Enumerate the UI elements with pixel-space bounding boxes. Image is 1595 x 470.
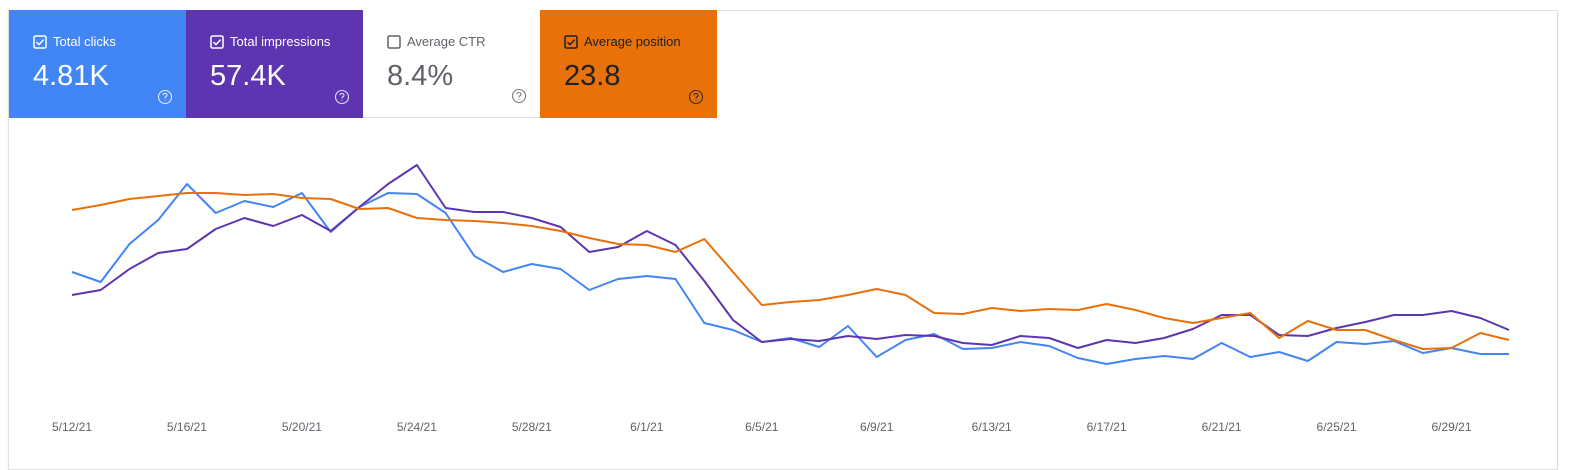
x-tick-label: 5/12/21 (52, 420, 92, 434)
help-icon (157, 89, 173, 105)
x-tick-label: 6/5/21 (745, 420, 779, 434)
help-mark (162, 92, 168, 101)
series-line (71, 164, 1510, 349)
help-circle (511, 88, 527, 104)
metric-card[interactable]: Average position 23.8 (540, 10, 717, 118)
checkbox-box (387, 35, 401, 49)
metric-value: 57.4K (210, 60, 286, 92)
help-mark (339, 92, 345, 101)
metric-value: 23.8 (564, 60, 621, 92)
checkbox (33, 35, 47, 49)
x-tick-label: 6/29/21 (1431, 420, 1471, 434)
series-line (71, 183, 1509, 365)
checkmark (35, 39, 45, 46)
x-tick-label: 6/9/21 (860, 420, 894, 434)
checkmark (566, 39, 576, 46)
metric-label: Average CTR (407, 34, 486, 49)
metric-label: Total impressions (230, 34, 331, 49)
help-icon (688, 89, 704, 105)
x-tick-label: 5/16/21 (167, 420, 207, 434)
metric-value: 4.81K (33, 60, 109, 92)
x-tick-label: 6/13/21 (972, 420, 1012, 434)
series-line (71, 192, 1510, 350)
metric-label: Average position (584, 34, 681, 49)
x-tick-label: 6/25/21 (1317, 420, 1357, 434)
metric-label: Total clicks (53, 34, 116, 49)
checkbox-box (210, 35, 224, 49)
help-icon (334, 89, 350, 105)
checkbox-box (33, 35, 47, 49)
help-circle (334, 89, 350, 105)
metric-card[interactable]: Total impressions 57.4K (186, 10, 363, 118)
checkmark (212, 39, 222, 46)
metric-cards: Total clicks 4.81K Total impressions 57.4K A… (9, 10, 717, 118)
help-circle (688, 89, 704, 105)
metric-card[interactable]: Total clicks 4.81K (9, 10, 186, 118)
checkbox (387, 35, 401, 49)
checkbox-box (564, 35, 578, 49)
x-tick-label: 6/1/21 (630, 420, 664, 434)
help-icon (511, 88, 527, 104)
metric-card[interactable]: Average CTR 8.4% (363, 10, 540, 118)
help-mark (516, 91, 522, 100)
x-tick-label: 5/28/21 (512, 420, 552, 434)
checkbox (210, 35, 224, 49)
x-tick-label: 6/21/21 (1202, 420, 1242, 434)
metric-value: 8.4% (387, 60, 454, 92)
x-tick-label: 5/20/21 (282, 420, 322, 434)
help-circle (157, 89, 173, 105)
help-mark (693, 92, 699, 101)
x-tick-label: 5/24/21 (397, 420, 437, 434)
checkbox (564, 35, 578, 49)
x-tick-label: 6/17/21 (1087, 420, 1127, 434)
